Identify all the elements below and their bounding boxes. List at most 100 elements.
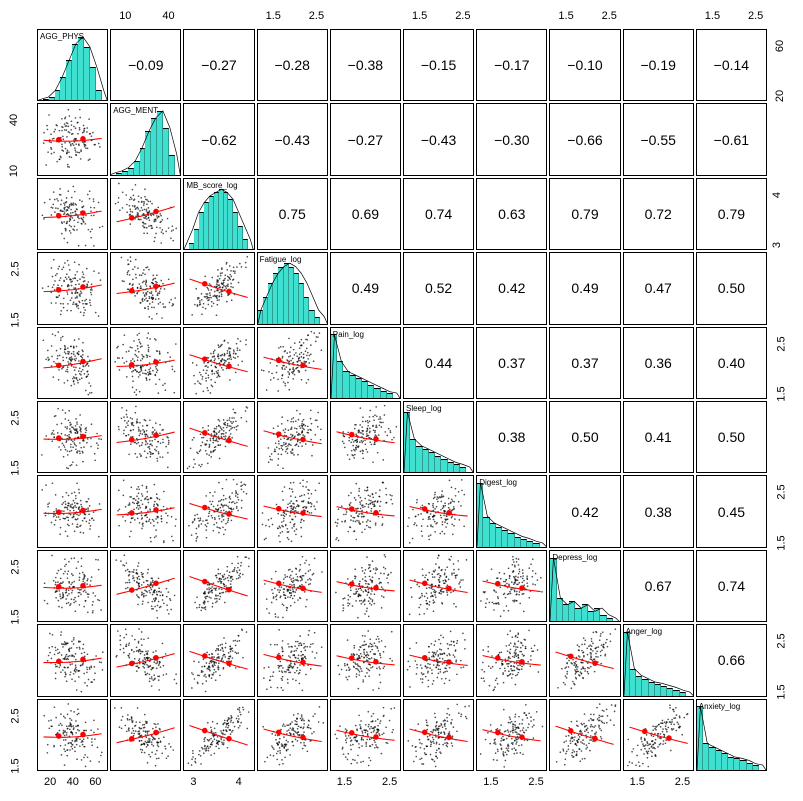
axis-tick-label: 1.5 <box>483 776 498 788</box>
axis-tick-label: 4 <box>771 192 783 198</box>
correlation-value: 0.50 <box>718 429 745 445</box>
correlation-value: 0.63 <box>498 206 525 222</box>
correlation-value: −0.43 <box>274 132 309 148</box>
correlation-cell: −0.27 <box>183 29 254 101</box>
correlation-value: −0.14 <box>714 57 749 73</box>
variable-label: Digest_log <box>479 478 517 487</box>
correlation-cell: 0.52 <box>403 252 474 324</box>
correlation-cell: −0.15 <box>403 29 474 101</box>
scatter-cell <box>257 401 328 473</box>
scatter-cell <box>623 699 694 771</box>
scatter-cell <box>476 624 547 696</box>
correlation-value: −0.66 <box>567 132 602 148</box>
correlation-value: 0.67 <box>645 578 672 594</box>
correlation-value: 0.79 <box>718 206 745 222</box>
correlation-value: −0.27 <box>348 132 383 148</box>
correlation-cell: −0.66 <box>549 103 620 175</box>
axis-tick-label: 2.5 <box>10 410 22 425</box>
scatter-cell <box>183 699 254 771</box>
correlation-cell: 0.41 <box>623 401 694 473</box>
axis-tick-label: 2.5 <box>602 10 617 22</box>
axis-tick-label: 1.5 <box>10 610 22 625</box>
correlation-cell: −0.10 <box>549 29 620 101</box>
correlation-value: −0.62 <box>201 132 236 148</box>
correlation-cell: 0.47 <box>623 252 694 324</box>
correlation-cell: 0.50 <box>696 401 767 473</box>
correlation-cell: 0.40 <box>696 327 767 399</box>
scatter-cell <box>37 401 108 473</box>
axis-tick-label: 1.5 <box>776 386 788 401</box>
correlation-value: 0.42 <box>498 280 525 296</box>
correlation-value: −0.09 <box>128 57 163 73</box>
axis-tick-label: 3 <box>190 776 196 788</box>
diagonal-histogram-Digest_log: Digest_log <box>476 475 547 547</box>
scatter-cell <box>183 252 254 324</box>
correlation-cell: 0.74 <box>403 178 474 250</box>
diagonal-histogram-Pain_log: Pain_log <box>330 327 401 399</box>
scatter-cell <box>110 327 181 399</box>
correlation-cell: −0.19 <box>623 29 694 101</box>
variable-label: AGG_PHYS <box>40 32 84 41</box>
scatter-cell <box>110 699 181 771</box>
correlation-cell: 0.50 <box>549 401 620 473</box>
correlation-value: 0.66 <box>718 652 745 668</box>
scatter-cell <box>110 475 181 547</box>
correlation-value: 0.49 <box>571 280 598 296</box>
correlation-value: −0.43 <box>421 132 456 148</box>
correlation-cell: 0.72 <box>623 178 694 250</box>
correlation-value: 0.37 <box>498 355 525 371</box>
scatter-cell <box>110 401 181 473</box>
axis-tick-label: 2.5 <box>10 708 22 723</box>
correlation-cell: 0.42 <box>476 252 547 324</box>
correlation-cell: 0.44 <box>403 327 474 399</box>
correlation-value: 0.44 <box>425 355 452 371</box>
axis-tick-label: 1.5 <box>337 776 352 788</box>
axis-tick-label: 2.5 <box>528 776 543 788</box>
axis-tick-label: 2.5 <box>10 559 22 574</box>
scatter-cell <box>37 327 108 399</box>
correlation-cell: 0.79 <box>549 178 620 250</box>
variable-label: AGG_MENT <box>113 106 158 115</box>
axis-tick-label: 2.5 <box>675 776 690 788</box>
scatter-cell <box>403 699 474 771</box>
axis-tick-label: 40 <box>67 776 79 788</box>
scatter-cell <box>37 624 108 696</box>
correlation-cell: 0.45 <box>696 475 767 547</box>
scatter-cell <box>37 550 108 622</box>
axis-tick-label: 4 <box>236 776 242 788</box>
correlation-value: 0.49 <box>352 280 379 296</box>
diagonal-histogram-Depress_log: Depress_log <box>549 550 620 622</box>
axis-tick-label: 2.5 <box>776 336 788 351</box>
pairs-plot-matrix: AGG_PHYS−0.09−0.27−0.28−0.38−0.15−0.17−0… <box>0 0 803 801</box>
correlation-value: 0.41 <box>645 429 672 445</box>
correlation-value: −0.55 <box>640 132 675 148</box>
correlation-cell: −0.14 <box>696 29 767 101</box>
correlation-value: 0.38 <box>498 429 525 445</box>
correlation-cell: −0.30 <box>476 103 547 175</box>
axis-tick-label: 1.5 <box>705 10 720 22</box>
correlation-value: 0.50 <box>571 429 598 445</box>
axis-tick-label: 20 <box>44 776 56 788</box>
correlation-value: −0.15 <box>421 57 456 73</box>
scatter-cell <box>37 699 108 771</box>
correlation-value: 0.52 <box>425 280 452 296</box>
correlation-cell: −0.61 <box>696 103 767 175</box>
variable-label: Anxiety_log <box>699 702 740 711</box>
correlation-cell: −0.17 <box>476 29 547 101</box>
correlation-value: −0.19 <box>640 57 675 73</box>
variable-label: Fatigue_log <box>260 255 302 264</box>
correlation-cell: −0.43 <box>257 103 328 175</box>
variable-label: Pain_log <box>333 330 364 339</box>
correlation-value: 0.38 <box>645 504 672 520</box>
scatter-cell <box>330 401 401 473</box>
scatter-cell <box>110 178 181 250</box>
axis-tick-label: 1.5 <box>10 758 22 773</box>
scatter-cell <box>403 624 474 696</box>
scatter-cell <box>183 327 254 399</box>
correlation-value: 0.36 <box>645 355 672 371</box>
scatter-cell <box>183 475 254 547</box>
correlation-cell: 0.75 <box>257 178 328 250</box>
diagonal-histogram-AGG_PHYS: AGG_PHYS <box>37 29 108 101</box>
correlation-value: −0.38 <box>348 57 383 73</box>
axis-tick-label: 3 <box>771 242 783 248</box>
